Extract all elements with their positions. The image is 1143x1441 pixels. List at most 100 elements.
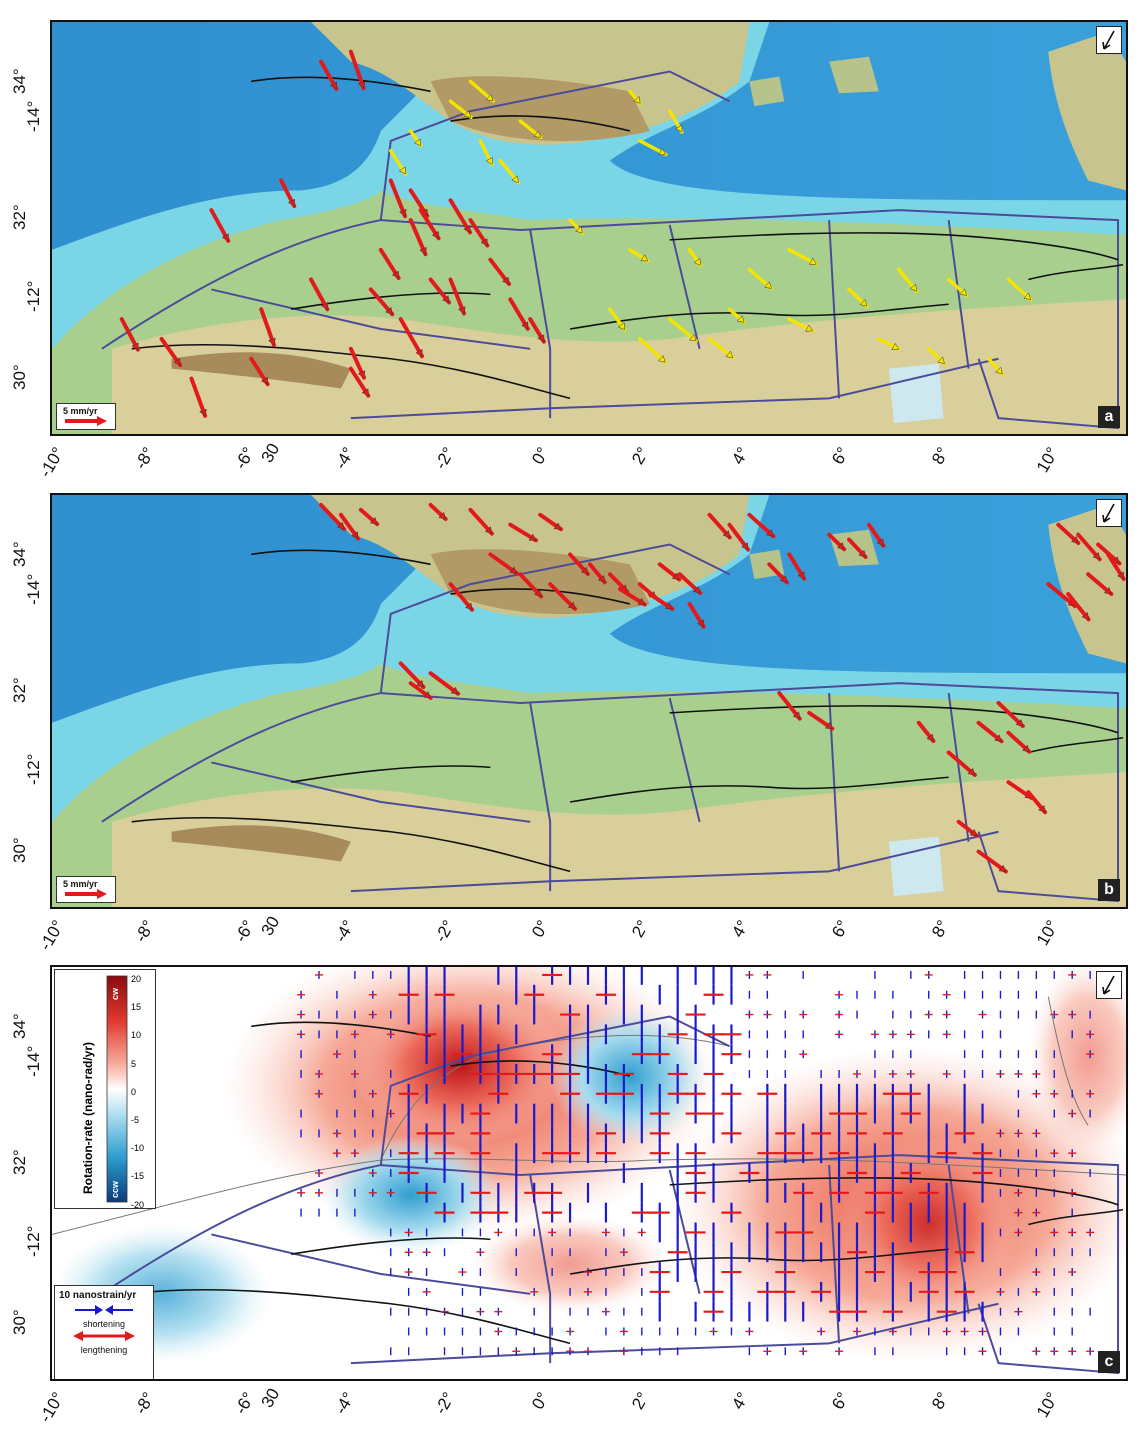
x-axis-label: -2° xyxy=(430,1389,459,1418)
colorbar-cw: cw xyxy=(110,987,120,1000)
gps-arrow-red-head xyxy=(533,589,542,597)
gps-arrow-red-head xyxy=(431,230,439,239)
gps-arrow-yellow-head xyxy=(675,124,683,133)
x-axis-label: -6° xyxy=(230,1389,259,1418)
lengthening-arrows-icon xyxy=(73,1331,135,1341)
gps-arrow-red-head xyxy=(876,538,884,547)
scale-label: 5 mm/yr xyxy=(63,879,98,889)
land-interior xyxy=(111,299,1126,434)
gps-arrow-red-head xyxy=(665,602,673,610)
gps-arrow-yellow-head xyxy=(575,225,583,234)
gps-arrow-red-head xyxy=(671,572,680,580)
gps-arrow-red-head xyxy=(320,301,328,310)
gps-arrow-yellow-head xyxy=(688,333,697,342)
gps-arrow-red-head xyxy=(1071,535,1079,544)
gps-arrow-red xyxy=(189,376,208,418)
gps-arrow-yellow-head xyxy=(640,254,649,262)
gps-arrow-red-head xyxy=(567,601,576,610)
colorbar-tick: -5 xyxy=(131,1115,140,1125)
gps-arrow-red-head xyxy=(438,511,447,520)
scale-arrow-icon xyxy=(65,416,107,426)
gps-arrow-yellow-head xyxy=(764,281,772,289)
atlas-high xyxy=(171,352,351,389)
gps-arrow-red-head xyxy=(1015,718,1024,727)
gps-arrow-red-head xyxy=(1081,612,1089,620)
y-axis-label: 30° xyxy=(10,837,29,863)
x-axis-extra-label: 30 xyxy=(257,913,284,939)
gps-arrow-red-head xyxy=(926,733,934,742)
colorbar-tick: 5 xyxy=(131,1058,137,1069)
gps-arrow-red-head xyxy=(1092,551,1100,560)
x-axis-label: 10° xyxy=(1032,444,1063,476)
colorbar-ramp xyxy=(106,975,128,1203)
map-panel-b: 5 mm/yr b xyxy=(50,493,1128,909)
x-axis-label: 6° xyxy=(828,444,853,468)
gps-arrow-red-head xyxy=(537,334,545,343)
gps-arrow-red-head xyxy=(697,619,704,628)
x-axis-label: 4° xyxy=(728,917,753,941)
x-axis-label: -8° xyxy=(130,917,159,946)
x-axis-label: 10° xyxy=(1032,917,1063,949)
x-axis-label: 0° xyxy=(528,444,553,468)
y-axis-label: -14° xyxy=(24,100,43,132)
gps-arrow-red-head xyxy=(637,597,646,605)
gps-arrow-yellow-head xyxy=(937,356,945,365)
gps-arrow-yellow-head xyxy=(909,283,917,292)
colorbar-ccw: ccw xyxy=(110,1180,120,1198)
x-axis-label: 4° xyxy=(728,444,753,468)
gps-arrow-red-head xyxy=(416,679,424,688)
x-axis-label: -4° xyxy=(330,444,359,473)
panel-letter-a: a xyxy=(1098,406,1120,428)
y-axis-label: 30° xyxy=(10,1309,29,1335)
gps-arrow-red-head xyxy=(357,81,366,89)
gps-arrow-red-head xyxy=(1116,571,1124,580)
gps-arrow-yellow-head xyxy=(463,110,472,118)
gps-arrow-red-head xyxy=(199,408,207,417)
gps-arrow-red-head xyxy=(766,529,774,537)
gps-arrow-red-head xyxy=(423,691,432,699)
scale-label: 5 mm/yr xyxy=(63,406,98,416)
gps-arrow-red-head xyxy=(351,531,359,539)
gps-arrow-red-head xyxy=(415,348,423,357)
gps-arrow-yellow-head xyxy=(657,355,666,363)
x-axis-label: 2° xyxy=(628,444,653,468)
gps-arrow-red-head xyxy=(692,585,701,594)
colorbar-tick: -15 xyxy=(131,1171,145,1182)
gps-arrow-red-head xyxy=(385,306,393,315)
gps-arrow-red-head xyxy=(998,864,1007,872)
y-axis-label: -12° xyxy=(24,1225,43,1257)
x-axis-label: 8° xyxy=(928,1389,953,1413)
x-axis-label: 2° xyxy=(628,917,653,941)
colorbar-legend: Rotation-rate (nano-rad/yr) cw ccw 20 15 1… xyxy=(54,969,156,1210)
gps-arrow-red-head xyxy=(779,575,788,583)
gps-arrow-yellow-head xyxy=(485,93,494,102)
gps-arrow-yellow-head xyxy=(658,147,667,156)
gps-arrow-red-head xyxy=(391,270,399,279)
x-axis-label: -4° xyxy=(330,917,359,946)
gps-arrow-red-head xyxy=(1038,804,1046,813)
gps-arrow-red-head xyxy=(221,233,229,242)
gps-arrow-red-head xyxy=(528,533,537,541)
gps-arrow-red-head xyxy=(858,549,866,558)
gps-arrow-red-head xyxy=(792,711,801,720)
x-axis-label: -10° xyxy=(35,444,68,481)
gps-arrow-red xyxy=(408,218,428,257)
north-arrow-icon xyxy=(1096,499,1122,527)
gps-arrow-red-head xyxy=(521,321,529,330)
x-axis-label: 0° xyxy=(528,917,553,941)
y-axis-label: 32° xyxy=(10,677,29,703)
colorbar-tick: -10 xyxy=(131,1143,145,1154)
gps-arrow-red-head xyxy=(722,530,731,538)
gps-arrow-red-head xyxy=(967,767,976,776)
gps-arrow-red-head xyxy=(797,571,805,580)
gps-arrow-red-head xyxy=(457,306,466,314)
gps-arrow-red-head xyxy=(369,517,378,525)
x-axis-label: 8° xyxy=(928,444,953,468)
gps-arrow-yellow-head xyxy=(891,342,900,350)
gps-arrow-red-head xyxy=(836,542,845,550)
y-axis-label: 34° xyxy=(10,1013,29,1039)
gps-arrow-red-head xyxy=(824,721,833,729)
y-axis-label: -14° xyxy=(24,573,43,605)
gps-arrow-yellow-head xyxy=(693,258,701,266)
x-axis-label: 0° xyxy=(528,1389,553,1413)
